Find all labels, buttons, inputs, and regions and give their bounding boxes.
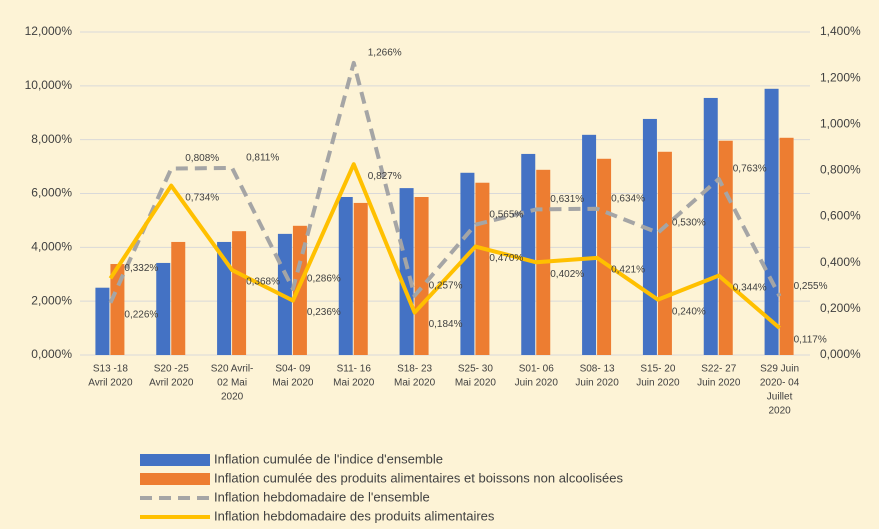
x-tick-label: Juin 2020 <box>575 378 619 389</box>
data-label: 0,257% <box>429 280 463 291</box>
bar <box>657 151 672 355</box>
data-label: 0,240% <box>672 306 706 317</box>
x-tick-label: Avril 2020 <box>149 378 194 389</box>
x-tick-label: S11- 16 <box>337 364 372 375</box>
bar <box>171 241 186 355</box>
data-label: 0,402% <box>550 269 584 280</box>
bar <box>95 287 110 355</box>
legend-swatch <box>140 454 210 466</box>
data-label: 0,565% <box>489 209 523 220</box>
y2-tick-label: 1,200% <box>820 70 861 84</box>
bar <box>779 137 794 355</box>
legend-label: Inflation cumulée de l'indice d'ensemble <box>214 451 443 466</box>
x-tick-label: 02 Mai <box>217 378 247 389</box>
y-tick-label: 6,000% <box>31 186 72 200</box>
x-tick-label: S20 Avril- <box>211 364 254 375</box>
bar <box>475 182 490 355</box>
legend-label: Inflation hebdomadaire des produits alim… <box>214 508 495 523</box>
bar <box>338 196 353 355</box>
y-tick-label: 4,000% <box>31 240 72 254</box>
x-tick-label: S01- 06 <box>519 364 554 375</box>
bar <box>217 241 232 355</box>
data-label: 0,332% <box>124 263 158 274</box>
bar <box>597 158 612 355</box>
bar <box>399 188 414 355</box>
y-tick-label: 8,000% <box>31 132 72 146</box>
data-label: 0,286% <box>307 274 341 285</box>
legend-label: Inflation cumulée des produits alimentai… <box>214 470 624 485</box>
y2-tick-label: 1,400% <box>820 24 861 38</box>
x-tick-label: 2020- 04 <box>760 378 800 389</box>
x-tick-label: S04- 09 <box>275 364 310 375</box>
bar <box>642 118 657 356</box>
x-tick-label: Mai 2020 <box>272 378 314 389</box>
data-label: 0,530% <box>672 217 706 228</box>
y-tick-label: 2,000% <box>31 293 72 307</box>
y-tick-label: 10,000% <box>25 78 73 92</box>
bar <box>703 97 718 355</box>
x-tick-label: Juin 2020 <box>636 378 680 389</box>
bar <box>521 153 536 355</box>
y2-tick-label: 0,600% <box>820 209 861 223</box>
bar <box>718 140 733 355</box>
bar <box>460 172 475 355</box>
y2-tick-label: 0,000% <box>820 347 861 361</box>
data-label: 0,634% <box>611 193 645 204</box>
data-label: 0,421% <box>611 265 645 276</box>
x-tick-label: S25- 30 <box>458 364 493 375</box>
x-tick-label: 2020 <box>221 392 244 403</box>
x-tick-label: Juin 2020 <box>515 378 559 389</box>
y2-tick-label: 0,800% <box>820 163 861 177</box>
line <box>108 60 782 304</box>
x-tick-label: Juillet <box>767 392 793 403</box>
data-label: 0,368% <box>246 277 280 288</box>
data-label: 0,827% <box>368 171 402 182</box>
line <box>108 162 781 330</box>
data-label: 0,470% <box>489 253 523 264</box>
y-tick-label: 12,000% <box>25 24 73 38</box>
x-tick-label: S18- 23 <box>397 364 432 375</box>
legend-label: Inflation hebdomadaire de l'ensemble <box>214 489 430 504</box>
x-tick-label: S13 -18 <box>93 364 128 375</box>
data-label: 0,255% <box>794 281 828 292</box>
y2-tick-label: 1,000% <box>820 116 861 130</box>
data-label: 0,808% <box>185 153 219 164</box>
bar <box>156 262 171 355</box>
x-tick-label: Mai 2020 <box>455 378 497 389</box>
bar <box>582 134 597 355</box>
data-label: 0,236% <box>307 307 341 318</box>
x-tick-label: Avril 2020 <box>88 378 133 389</box>
x-tick-label: Mai 2020 <box>333 378 375 389</box>
bar <box>414 196 429 355</box>
y2-tick-label: 0,200% <box>820 301 861 315</box>
data-label: 0,631% <box>550 194 584 205</box>
x-tick-label: S08- 13 <box>580 364 615 375</box>
x-tick-label: Mai 2020 <box>394 378 436 389</box>
y-tick-label: 0,000% <box>31 347 72 361</box>
bar <box>353 202 368 355</box>
x-tick-label: S20 -25 <box>154 364 189 375</box>
legend-swatch <box>140 473 210 485</box>
x-tick-label: S15- 20 <box>640 364 675 375</box>
bar <box>292 225 307 355</box>
data-label: 0,184% <box>429 319 463 330</box>
bar <box>110 264 125 355</box>
data-label: 0,117% <box>794 335 827 346</box>
x-tick-label: S22- 27 <box>701 364 736 375</box>
data-label: 0,344% <box>733 282 767 293</box>
bar <box>764 88 779 356</box>
bar <box>232 231 247 355</box>
data-label: 0,226% <box>124 309 158 320</box>
data-label: 0,763% <box>733 164 767 175</box>
x-tick-label: 2020 <box>768 406 791 417</box>
data-label: 0,811% <box>246 153 279 164</box>
x-tick-label: S29 Juin <box>760 364 799 375</box>
x-tick-label: Juin 2020 <box>697 378 741 389</box>
data-label: 0,734% <box>185 192 219 203</box>
data-label: 1,266% <box>368 48 402 59</box>
y2-tick-label: 0,400% <box>820 255 861 269</box>
